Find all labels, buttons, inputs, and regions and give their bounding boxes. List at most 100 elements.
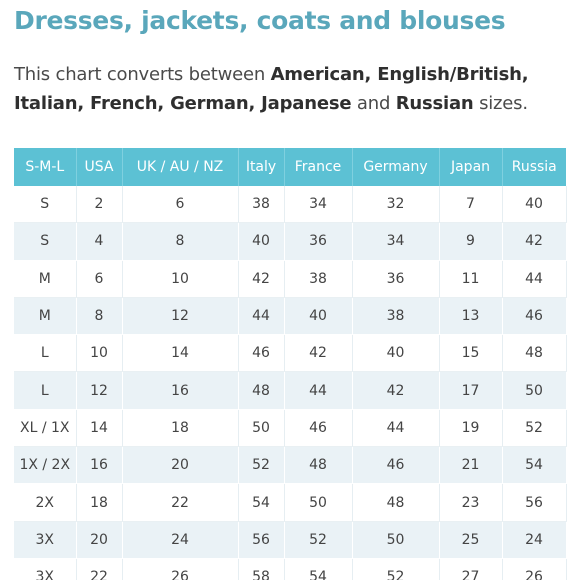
table-cell: 44 — [352, 409, 440, 448]
table-cell: 36 — [284, 222, 353, 261]
table-cell: 54 — [502, 446, 567, 485]
table-cell: 6 — [76, 260, 123, 298]
table-cell: 8 — [122, 222, 239, 261]
table-cell: 26 — [502, 558, 567, 580]
table-cell: 22 — [76, 558, 123, 580]
table-cell: 24 — [122, 521, 239, 559]
table-cell: XL / 1X — [14, 409, 77, 448]
intro-middle: and — [351, 93, 396, 114]
table-cell: 44 — [284, 371, 353, 410]
table-cell: 20 — [122, 446, 239, 485]
table-cell: 34 — [284, 186, 353, 224]
table-row: S 2 6 38 34 32 7 40 — [14, 186, 567, 224]
table-cell: 15 — [439, 334, 503, 373]
page-title: Dresses, jackets, coats and blouses — [14, 6, 506, 35]
table-cell: 42 — [502, 222, 567, 261]
table-cell: 40 — [238, 222, 285, 261]
table-cell: 48 — [284, 446, 353, 485]
table-cell: 50 — [502, 371, 567, 410]
table-cell: 3X — [14, 521, 77, 559]
table-cell: 16 — [76, 446, 123, 485]
size-conversion-table: S-M-L USA UK / AU / NZ Italy France Germany Ja… — [14, 148, 567, 580]
table-cell: 50 — [352, 521, 440, 559]
table-cell: 1X / 2X — [14, 446, 77, 485]
table-body: S 2 6 38 34 32 7 40 S 4 8 40 36 34 9 42 M 6 10 42 38 36 11 44 M 8… — [14, 186, 567, 580]
table-cell: 14 — [76, 409, 123, 448]
table-cell: 38 — [238, 186, 285, 224]
table-cell: M — [14, 260, 77, 298]
table-cell: 16 — [122, 371, 239, 410]
table-row: 2X 18 22 54 50 48 23 56 — [14, 483, 567, 522]
table-cell: 54 — [238, 483, 285, 522]
table-cell: 56 — [502, 483, 567, 522]
table-cell: 44 — [502, 260, 567, 298]
table-cell: 8 — [76, 297, 123, 336]
table-cell: L — [14, 371, 77, 410]
table-cell: 48 — [352, 483, 440, 522]
table-cell: 12 — [122, 297, 239, 336]
table-cell: S — [14, 222, 77, 261]
table-cell: 17 — [439, 371, 503, 410]
table-cell: 2X — [14, 483, 77, 522]
table-cell: 48 — [238, 371, 285, 410]
table-row: S 4 8 40 36 34 9 42 — [14, 222, 567, 261]
table-cell: 52 — [238, 446, 285, 485]
column-header: Italy — [238, 148, 285, 186]
table-row: XL / 1X 14 18 50 46 44 19 52 — [14, 409, 567, 448]
table-cell: 32 — [352, 186, 440, 224]
table-cell: S — [14, 186, 77, 224]
table-cell: 10 — [122, 260, 239, 298]
column-header: Germany — [352, 148, 440, 186]
table-cell: 50 — [238, 409, 285, 448]
table-cell: 6 — [122, 186, 239, 224]
table-cell: 46 — [352, 446, 440, 485]
column-header: France — [284, 148, 353, 186]
column-header: UK / AU / NZ — [122, 148, 239, 186]
table-cell: 13 — [439, 297, 503, 336]
table-row: 3X 20 24 56 52 50 25 24 — [14, 521, 567, 559]
table-cell: 26 — [122, 558, 239, 580]
intro-suffix: sizes. — [473, 93, 528, 114]
table-cell: 18 — [122, 409, 239, 448]
table-cell: 7 — [439, 186, 503, 224]
table-row: M 6 10 42 38 36 11 44 — [14, 260, 567, 298]
table-cell: 21 — [439, 446, 503, 485]
table-cell: 40 — [352, 334, 440, 373]
column-header: USA — [76, 148, 123, 186]
table-cell: 10 — [76, 334, 123, 373]
table-cell: 20 — [76, 521, 123, 559]
table-cell: 52 — [284, 521, 353, 559]
table-row: 1X / 2X 16 20 52 48 46 21 54 — [14, 446, 567, 485]
table-cell: 46 — [284, 409, 353, 448]
table-cell: 38 — [352, 297, 440, 336]
table-cell: 46 — [238, 334, 285, 373]
table-cell: 22 — [122, 483, 239, 522]
table-cell: 42 — [238, 260, 285, 298]
table-cell: 56 — [238, 521, 285, 559]
table-cell: 34 — [352, 222, 440, 261]
table-cell: 54 — [284, 558, 353, 580]
table-cell: 38 — [284, 260, 353, 298]
intro-text: This chart converts between American, En… — [14, 60, 566, 118]
table-cell: 9 — [439, 222, 503, 261]
table-cell: 2 — [76, 186, 123, 224]
table-cell: 40 — [284, 297, 353, 336]
table-header-row: S-M-L USA UK / AU / NZ Italy France Germany Ja… — [14, 148, 566, 186]
table-cell: 48 — [502, 334, 567, 373]
table-row: L 10 14 46 42 40 15 48 — [14, 334, 567, 373]
intro-prefix: This chart converts between — [14, 64, 271, 85]
table-cell: M — [14, 297, 77, 336]
column-header: Russia — [502, 148, 566, 186]
table-cell: 52 — [352, 558, 440, 580]
table-cell: 40 — [502, 186, 567, 224]
table-cell: 50 — [284, 483, 353, 522]
table-cell: 12 — [76, 371, 123, 410]
column-header: S-M-L — [14, 148, 77, 186]
table-row: L 12 16 48 44 42 17 50 — [14, 371, 567, 410]
table-cell: 52 — [502, 409, 567, 448]
table-cell: 3X — [14, 558, 77, 580]
table-cell: 19 — [439, 409, 503, 448]
table-cell: 11 — [439, 260, 503, 298]
column-header: Japan — [439, 148, 503, 186]
table-row: M 8 12 44 40 38 13 46 — [14, 297, 567, 336]
